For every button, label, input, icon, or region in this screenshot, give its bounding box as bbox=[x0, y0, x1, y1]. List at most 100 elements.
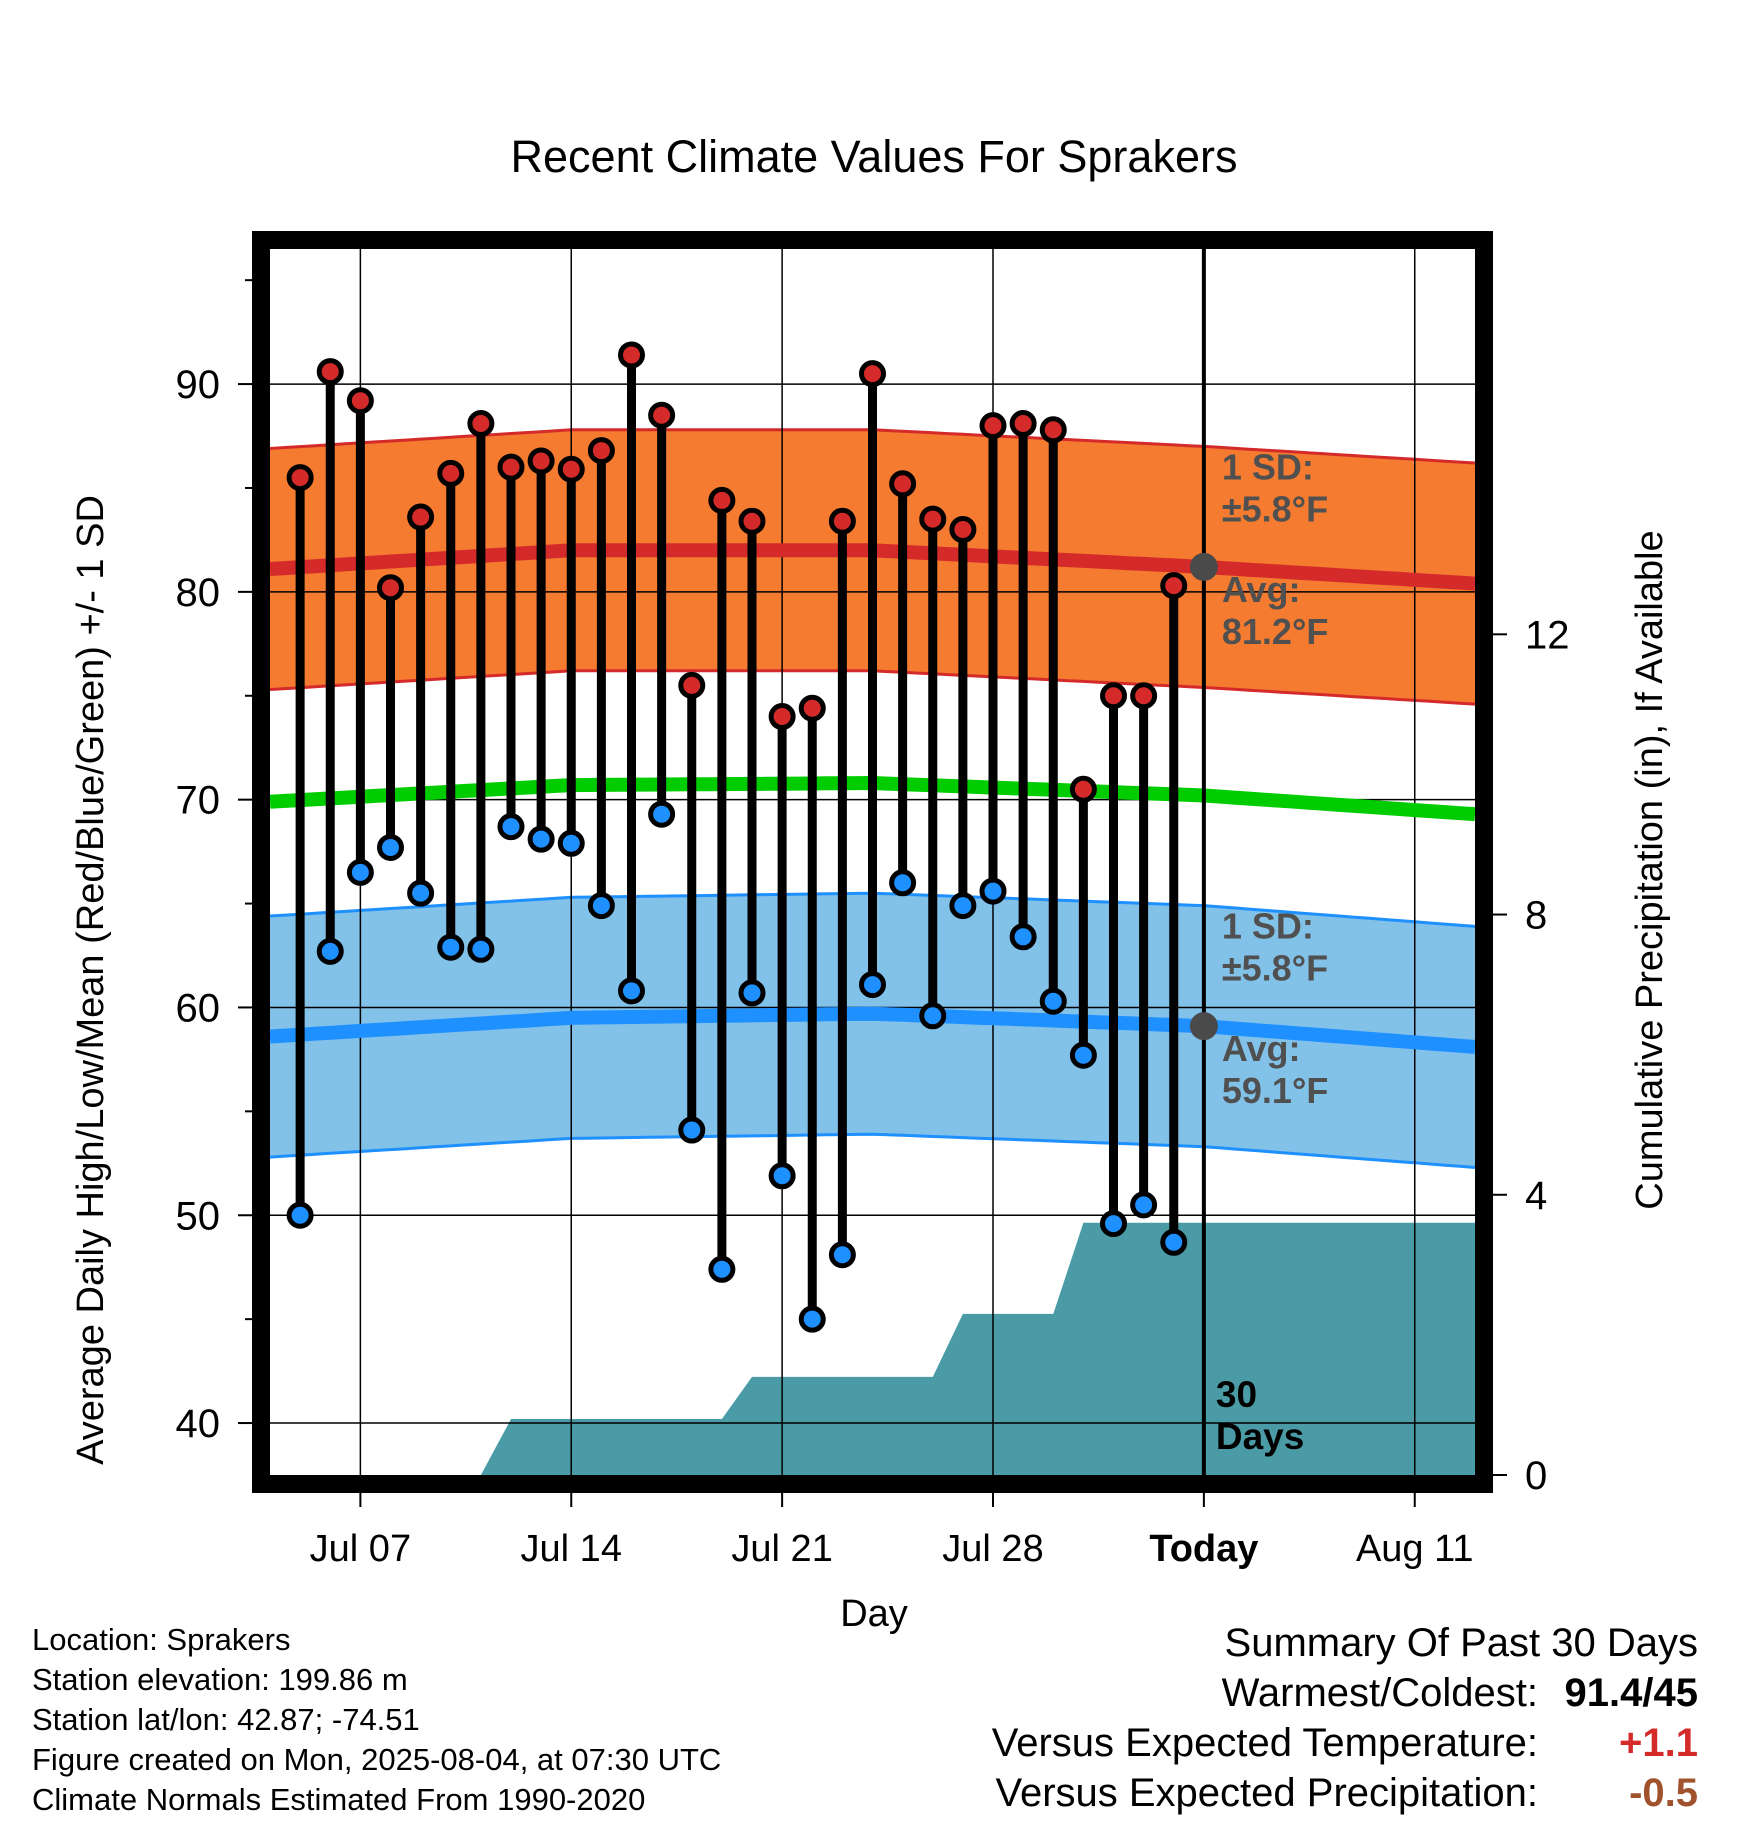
daily-low-point bbox=[527, 825, 555, 853]
x-tick-label: Today bbox=[1149, 1528, 1258, 1570]
summary-title-row: Summary Of Past 30 Days bbox=[938, 1618, 1698, 1668]
y2-tick-label: 0 bbox=[1525, 1454, 1547, 1498]
daily-low-point bbox=[1069, 1041, 1097, 1069]
warmest-label: Warmest/Coldest: bbox=[1221, 1671, 1538, 1715]
x-tick-label: Jul 07 bbox=[310, 1528, 411, 1570]
x-tick-label: Jul 14 bbox=[521, 1528, 622, 1570]
summary-precip-row: Versus Expected Precipitation: -0.5 bbox=[938, 1768, 1698, 1818]
daily-low-point bbox=[497, 813, 525, 841]
daily-low-point bbox=[708, 1255, 736, 1283]
daily-high-point bbox=[828, 507, 856, 535]
daily-low-point bbox=[618, 977, 645, 1005]
daily-low-point bbox=[1160, 1228, 1188, 1256]
temp-anomaly-value: +1.1 bbox=[1619, 1721, 1698, 1765]
low-sd-label: 1 SD: bbox=[1222, 906, 1314, 947]
daily-high-point bbox=[1100, 682, 1127, 710]
station-info: Location: Sprakers Station elevation: 19… bbox=[32, 1620, 721, 1820]
x-tick-label: Jul 21 bbox=[731, 1528, 832, 1570]
daily-high-point bbox=[316, 358, 344, 386]
daily-low-point bbox=[919, 1002, 947, 1030]
daily-high-point bbox=[648, 401, 676, 429]
daily-high-point bbox=[1069, 775, 1097, 803]
today-window-number: 30 bbox=[1216, 1374, 1257, 1415]
created-text: Figure created on Mon, 2025-08-04, at 07… bbox=[32, 1742, 722, 1777]
daily-high-point bbox=[708, 486, 736, 514]
low-avg-line bbox=[270, 1006, 1475, 1054]
daily-high-point bbox=[919, 505, 947, 533]
summary-panel: Summary Of Past 30 Days Warmest/Coldest:… bbox=[938, 1618, 1698, 1818]
daily-high-point bbox=[437, 459, 465, 487]
daily-high-point bbox=[1160, 572, 1188, 600]
daily-low-point bbox=[437, 933, 465, 961]
daily-low-point bbox=[979, 877, 1007, 905]
daily-low-point bbox=[346, 858, 374, 886]
daily-high-point bbox=[377, 574, 404, 602]
daily-low-point bbox=[859, 971, 886, 999]
daily-low-point bbox=[407, 879, 435, 907]
temp-anomaly-label: Versus Expected Temperature: bbox=[991, 1721, 1538, 1765]
warmest-value: 91.4/45 bbox=[1564, 1671, 1698, 1715]
daily-high-point bbox=[798, 694, 826, 722]
low-sd-lower-line bbox=[270, 1132, 1475, 1169]
y2-tick-label: 12 bbox=[1525, 613, 1570, 657]
high-avg-value: 81.2°F bbox=[1222, 611, 1328, 652]
y-tick-label: 40 bbox=[176, 1402, 221, 1446]
elevation-text: Station elevation: 199.86 m bbox=[32, 1662, 408, 1697]
daily-high-point bbox=[1009, 410, 1037, 438]
x-tick-label: Aug 11 bbox=[1356, 1528, 1474, 1570]
summary-title: Summary Of Past 30 Days bbox=[1224, 1621, 1698, 1665]
high-sd-value: ±5.8°F bbox=[1222, 488, 1328, 529]
summary-temp-row: Versus Expected Temperature: +1.1 bbox=[938, 1718, 1698, 1768]
daily-low-point bbox=[1100, 1210, 1127, 1238]
y-axis-label: Average Daily High/Low/Mean (Red/Blue/Gr… bbox=[70, 495, 112, 1465]
low-avg-label: Avg: bbox=[1222, 1028, 1301, 1069]
daily-high-point bbox=[346, 387, 374, 415]
high-avg-label: Avg: bbox=[1222, 569, 1301, 610]
high-sd-label: 1 SD: bbox=[1222, 446, 1314, 487]
daily-high-point bbox=[467, 410, 495, 438]
y-tick-label: 70 bbox=[176, 779, 221, 823]
daily-low-point bbox=[768, 1162, 796, 1190]
precip-anomaly-value: -0.5 bbox=[1629, 1771, 1698, 1815]
today-low-avg-marker bbox=[1189, 1012, 1218, 1041]
location-text: Location: Sprakers bbox=[32, 1622, 291, 1657]
daily-high-point bbox=[1039, 416, 1067, 444]
latlon-text: Station lat/lon: 42.87; -74.51 bbox=[32, 1702, 420, 1737]
daily-low-point bbox=[316, 937, 344, 965]
daily-high-point bbox=[1130, 682, 1158, 710]
daily-low-point bbox=[949, 892, 977, 920]
y2-axis-label: Cumulative Precipitation (in), If Availa… bbox=[1629, 530, 1671, 1209]
daily-high-point bbox=[527, 447, 555, 475]
daily-low-point bbox=[678, 1116, 706, 1144]
daily-high-point bbox=[979, 412, 1007, 440]
daily-low-point bbox=[587, 892, 615, 920]
x-axis-label: Day bbox=[840, 1593, 908, 1635]
daily-high-point bbox=[497, 453, 525, 481]
precip-area bbox=[270, 1222, 1475, 1475]
low-sd-value: ±5.8°F bbox=[1222, 948, 1328, 989]
daily-low-point bbox=[1009, 923, 1037, 951]
daily-low-point bbox=[889, 869, 917, 897]
daily-low-point bbox=[377, 833, 404, 861]
daily-high-point bbox=[949, 516, 977, 544]
daily-low-point bbox=[648, 800, 676, 828]
today-window-unit: Days bbox=[1216, 1416, 1304, 1457]
daily-high-point bbox=[859, 360, 886, 388]
daily-low-point bbox=[467, 935, 495, 963]
daily-high-point bbox=[889, 470, 917, 498]
daily-low-point bbox=[738, 979, 766, 1007]
y-tick-label: 80 bbox=[176, 571, 221, 615]
plot-frame bbox=[252, 231, 1493, 1493]
daily-low-point bbox=[828, 1241, 856, 1269]
daily-low-point bbox=[1039, 987, 1067, 1015]
low-avg-value: 59.1°F bbox=[1222, 1070, 1328, 1111]
daily-high-point bbox=[618, 341, 645, 369]
normals-text: Climate Normals Estimated From 1990-2020 bbox=[32, 1782, 646, 1817]
y-tick-label: 60 bbox=[176, 986, 221, 1030]
daily-low-point bbox=[798, 1305, 826, 1333]
daily-high-point bbox=[768, 703, 796, 731]
x-tick-label: Jul 28 bbox=[942, 1528, 1043, 1570]
